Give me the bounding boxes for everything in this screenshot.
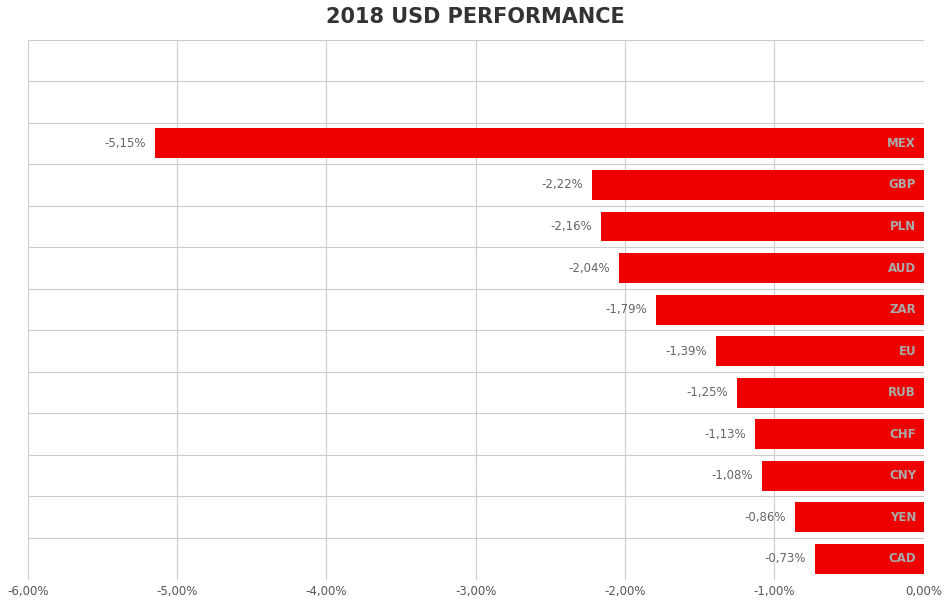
- Bar: [716, 336, 923, 366]
- Text: -1,79%: -1,79%: [605, 303, 647, 316]
- Text: -1,25%: -1,25%: [686, 386, 728, 399]
- Bar: [737, 378, 923, 408]
- Text: RUB: RUB: [888, 386, 916, 399]
- Title: 2018 USD PERFORMANCE: 2018 USD PERFORMANCE: [326, 7, 625, 27]
- Bar: [657, 295, 923, 324]
- Text: AUD: AUD: [888, 261, 916, 275]
- Text: PLN: PLN: [890, 220, 916, 233]
- Text: CHF: CHF: [889, 428, 916, 440]
- Text: -5,15%: -5,15%: [104, 137, 145, 150]
- Text: -2,04%: -2,04%: [568, 261, 610, 275]
- Bar: [795, 502, 923, 532]
- Text: CAD: CAD: [888, 552, 916, 565]
- Bar: [601, 212, 923, 241]
- Bar: [762, 461, 923, 491]
- Text: EU: EU: [899, 345, 916, 358]
- Bar: [814, 544, 923, 574]
- Text: -2,16%: -2,16%: [550, 220, 592, 233]
- Text: MEX: MEX: [887, 137, 916, 150]
- Text: GBP: GBP: [888, 178, 916, 191]
- Text: -1,13%: -1,13%: [704, 428, 746, 440]
- Text: -2,22%: -2,22%: [541, 178, 583, 191]
- Text: -1,39%: -1,39%: [665, 345, 707, 358]
- Text: YEN: YEN: [890, 511, 916, 524]
- Bar: [592, 170, 923, 200]
- Text: ZAR: ZAR: [889, 303, 916, 316]
- Text: -0,73%: -0,73%: [764, 552, 806, 565]
- Bar: [619, 253, 923, 283]
- Bar: [754, 419, 923, 449]
- Text: CNY: CNY: [889, 469, 916, 482]
- Text: -0,86%: -0,86%: [745, 511, 786, 524]
- Bar: [155, 128, 923, 159]
- Text: -1,08%: -1,08%: [712, 469, 754, 482]
